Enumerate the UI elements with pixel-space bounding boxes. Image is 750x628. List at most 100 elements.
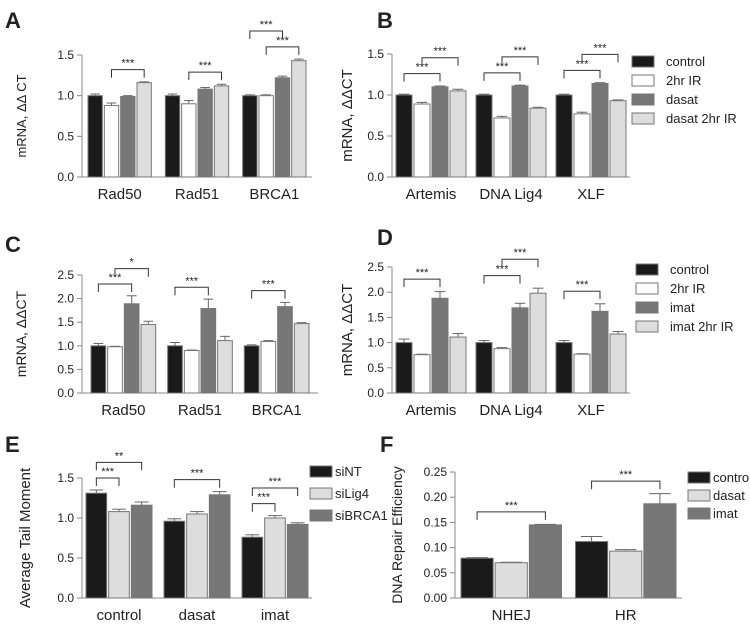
legend-label: imat <box>670 300 695 315</box>
bar-2hr-ir <box>493 117 511 178</box>
bar-control <box>87 95 103 178</box>
bar-dasat <box>431 86 449 178</box>
significance-label: *** <box>269 476 283 488</box>
significance-label: *** <box>434 46 448 58</box>
category-label: BRCA1 <box>249 186 299 203</box>
y-tick-label: 1.0 <box>57 511 74 525</box>
y-axis-label: mRNA, ΔΔCT <box>13 290 29 377</box>
y-tick-label: 1.5 <box>367 47 384 61</box>
significance-bracket <box>563 69 601 79</box>
significance-label: *** <box>619 469 633 481</box>
significance-bracket <box>95 477 120 486</box>
bar-control <box>460 557 494 599</box>
significance-bracket <box>251 503 276 512</box>
bar-imat <box>277 306 293 394</box>
bar-sibrca1 <box>130 504 153 599</box>
significance-label: *** <box>576 58 590 70</box>
legend-label: siNT <box>335 464 362 479</box>
bar-silig4 <box>264 517 286 599</box>
y-tick-label: 0.5 <box>367 361 384 375</box>
bar-dasat <box>494 562 528 599</box>
bar-control <box>555 342 573 394</box>
bar-imat <box>643 503 677 599</box>
bar-dasat-2hr-ir <box>449 90 467 178</box>
legend-label: siBRCA1 <box>335 508 388 523</box>
category-label: HR <box>615 607 637 624</box>
significance-bracket <box>251 290 286 299</box>
y-tick-label: 1.5 <box>367 310 384 324</box>
bar-imat <box>200 308 217 394</box>
bar-dasat-2hr-ir <box>213 85 230 178</box>
significance-bracket <box>403 278 441 288</box>
legend-swatch <box>631 55 655 68</box>
y-tick-label: 0.00 <box>424 591 448 605</box>
bar-2hr-ir <box>258 95 274 178</box>
legend-label: 2hr IR <box>666 73 701 88</box>
significance-bracket <box>95 461 143 471</box>
significance-bracket <box>97 283 133 292</box>
panel-label: C <box>5 232 21 257</box>
bar-control <box>167 345 183 394</box>
significance-label: *** <box>262 279 276 291</box>
significance-bracket <box>581 53 619 63</box>
bar-2hr-ir <box>260 341 277 394</box>
y-tick-label: 1.0 <box>57 89 74 103</box>
y-tick-label: 1.0 <box>367 88 384 102</box>
legend-label: dasat <box>713 488 745 503</box>
y-axis-label: DNA Repair Efficiency <box>389 466 405 603</box>
significance-label: ** <box>115 450 124 462</box>
category-label: Rad50 <box>98 186 142 203</box>
y-tick-label: 0.0 <box>367 170 384 184</box>
category-label: imat <box>261 607 290 624</box>
significance-label: *** <box>416 62 430 74</box>
bar-2hr-ir <box>181 103 197 178</box>
y-tick-label: 2.0 <box>367 285 384 299</box>
significance-bracket <box>483 275 521 284</box>
category-label: NHEJ <box>492 607 531 624</box>
y-tick-label: 0.5 <box>57 551 74 565</box>
bar-sint <box>85 492 108 599</box>
significance-label: *** <box>496 264 510 276</box>
bar-control <box>575 541 609 599</box>
legend-swatch <box>635 320 659 333</box>
y-tick-label: 2.0 <box>57 292 74 306</box>
category-label: dasat <box>179 607 217 624</box>
y-axis-label: mRNA, ΔΔCT <box>339 69 356 162</box>
y-tick-label: 1.5 <box>57 471 74 485</box>
legend-swatch <box>309 465 333 478</box>
category-label: Rad51 <box>175 186 219 203</box>
significance-bracket <box>249 30 283 40</box>
bar-2hr-ir <box>107 346 123 394</box>
bar-sibrca1 <box>208 494 231 599</box>
bar-imat-2hr-ir <box>293 323 310 394</box>
bar-imat <box>591 310 609 394</box>
bar-2hr-ir <box>103 104 120 178</box>
legend-label: control <box>670 262 709 277</box>
significance-bracket <box>265 46 300 55</box>
significance-bracket <box>114 268 149 277</box>
bar-control <box>242 95 258 178</box>
bar-control <box>164 95 181 178</box>
significance-bracket <box>251 487 299 496</box>
bar-2hr-ir <box>183 350 200 394</box>
y-tick-label: 0.0 <box>367 386 384 400</box>
significance-bracket <box>111 69 145 78</box>
legend-label: imat 2hr IR <box>670 319 734 334</box>
bar-imat <box>528 524 562 599</box>
bar-2hr-ir <box>413 103 431 178</box>
legend-swatch <box>635 282 659 295</box>
bar-imat <box>123 303 140 394</box>
y-tick-label: 0.15 <box>424 515 448 529</box>
y-tick-label: 0.5 <box>57 129 74 143</box>
legend-label: control <box>713 470 750 485</box>
y-axis-label: Average Tail Moment <box>17 467 34 608</box>
bar-silig4 <box>108 511 130 599</box>
significance-bracket <box>563 290 601 300</box>
y-tick-label: 0.10 <box>424 541 448 555</box>
category-label: XLF <box>577 186 605 203</box>
significance-label: *** <box>496 61 510 73</box>
significance-bracket <box>174 286 209 296</box>
bar-sint <box>241 536 264 599</box>
bar-silig4 <box>186 513 208 599</box>
